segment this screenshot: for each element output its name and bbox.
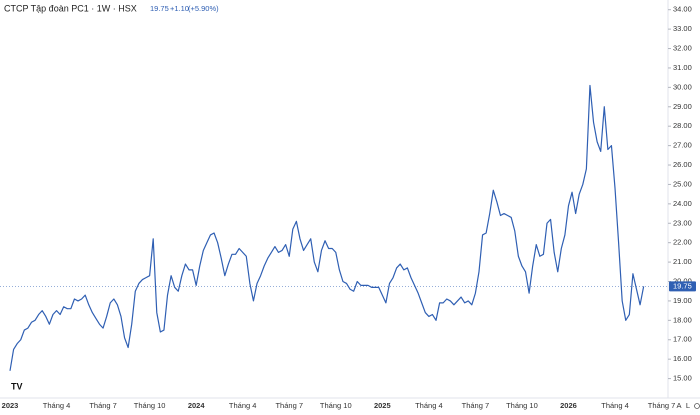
- y-tick-label: 20.00: [673, 276, 692, 285]
- x-tick-label: Tháng 7: [462, 401, 490, 410]
- y-tick-label: 32.00: [673, 44, 692, 53]
- y-tick-label: 19.00: [673, 296, 692, 305]
- y-tick-label: 21.00: [673, 257, 692, 266]
- axis-button[interactable]: A: [676, 401, 681, 410]
- chart-title: CTCP Tập đoàn PC1 · 1W · HSX: [4, 3, 137, 13]
- y-tick-label: 29.00: [673, 102, 692, 111]
- x-tick-label: Tháng 4: [601, 401, 629, 410]
- x-tick-label: Tháng 7: [648, 401, 676, 410]
- quote-change: +1.10: [170, 4, 189, 13]
- axis-button[interactable]: L: [686, 401, 690, 410]
- y-tick-label: 17.00: [673, 335, 692, 344]
- y-tick-label: 15.00: [673, 374, 692, 383]
- x-tick-label: Tháng 7: [89, 401, 117, 410]
- x-tick-label: 2024: [188, 401, 206, 410]
- price-line: [9, 84, 645, 371]
- y-tick-label: 25.00: [673, 179, 692, 188]
- y-tick-label: 31.00: [673, 63, 692, 72]
- last-price-label: 19.75: [673, 281, 692, 290]
- y-tick-label: 27.00: [673, 141, 692, 150]
- x-tick-label: Tháng 10: [134, 401, 166, 410]
- x-tick-label: Tháng 10: [320, 401, 352, 410]
- svg-text:TV: TV: [11, 381, 23, 391]
- quote-change-pct: (+5.90%): [188, 4, 219, 13]
- last-price-box: [669, 281, 696, 292]
- x-tick-label: 2026: [560, 401, 577, 410]
- y-tick-label: 23.00: [673, 218, 692, 227]
- quote-price: 19.75: [150, 4, 169, 13]
- y-tick-label: 34.00: [673, 5, 692, 14]
- tv-logo: TV: [10, 381, 23, 392]
- y-tick-label: 26.00: [673, 160, 692, 169]
- x-tick-label: Tháng 10: [506, 401, 538, 410]
- y-tick-label: 18.00: [673, 315, 692, 324]
- x-tick-label: 2023: [2, 401, 19, 410]
- x-tick-label: Tháng 7: [275, 401, 303, 410]
- x-tick-label: Tháng 4: [415, 401, 443, 410]
- y-tick-label: 30.00: [673, 82, 692, 91]
- x-tick-label: 2025: [374, 401, 391, 410]
- y-tick-label: 22.00: [673, 238, 692, 247]
- y-tick-label: 24.00: [673, 199, 692, 208]
- x-tick-label: Tháng 4: [229, 401, 257, 410]
- x-tick-label: Tháng 4: [43, 401, 71, 410]
- y-tick-label: 16.00: [673, 354, 692, 363]
- y-tick-label: 28.00: [673, 121, 692, 130]
- y-tick-label: 33.00: [673, 24, 692, 33]
